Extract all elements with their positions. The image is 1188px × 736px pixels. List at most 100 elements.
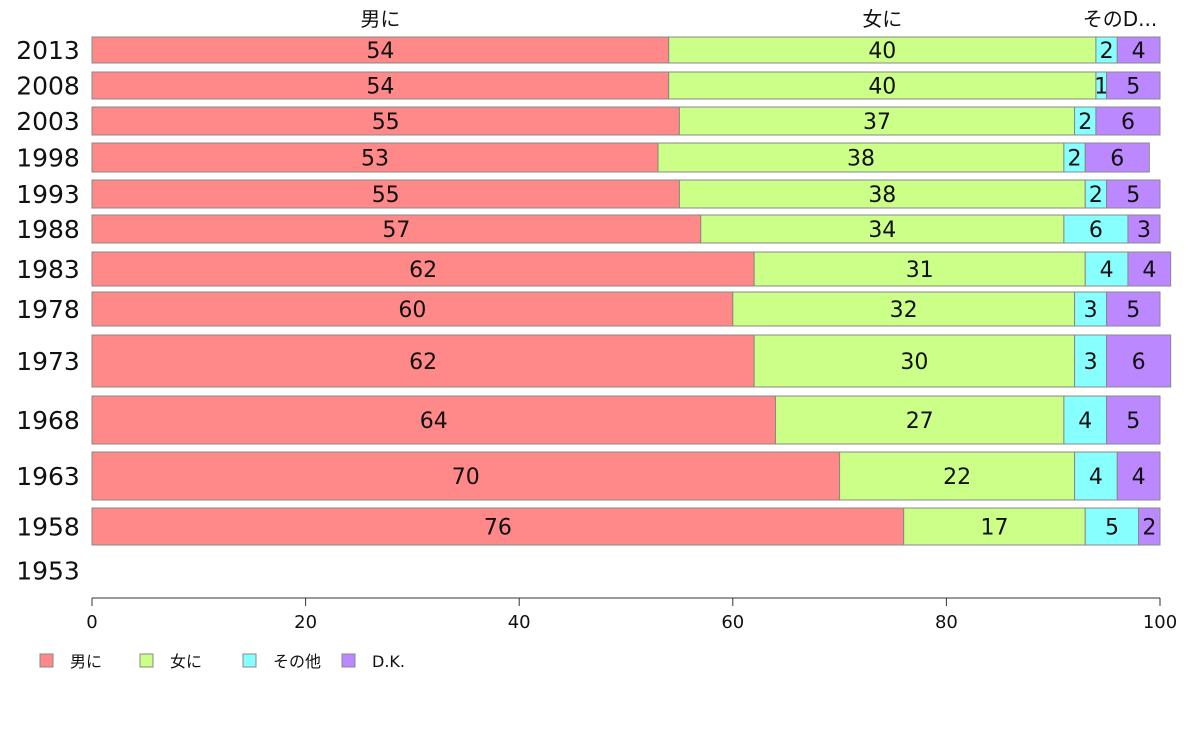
data-label: 70 [452, 465, 480, 490]
bar-segment [700, 214, 1065, 244]
data-label: 5 [1126, 298, 1140, 323]
year-label: 1988 [16, 215, 80, 244]
data-label: 31 [906, 258, 934, 283]
year-label: 1998 [16, 144, 80, 173]
data-label: 2 [1078, 110, 1092, 135]
bar-segment [1116, 36, 1161, 64]
data-label: 37 [863, 110, 891, 135]
top-series-label: そのD... [1083, 7, 1157, 31]
year-label: 1963 [16, 462, 80, 491]
data-label: 2 [1142, 516, 1156, 541]
year-label: 1958 [16, 513, 80, 542]
x-tick-label: 60 [721, 612, 744, 633]
year-label: 2013 [16, 36, 80, 65]
data-label: 57 [382, 218, 410, 243]
year-label: 1993 [16, 180, 80, 209]
bar-segment [91, 291, 734, 327]
data-label: 3 [1084, 298, 1098, 323]
bar-segment [1063, 214, 1129, 244]
bar-segment [678, 179, 1086, 209]
bar-segment [1106, 334, 1172, 388]
x-tick-label: 20 [294, 612, 317, 633]
legend-swatch [139, 653, 154, 668]
data-label: 2 [1100, 39, 1114, 64]
data-label: 2 [1089, 183, 1103, 208]
bar-segment [1106, 179, 1161, 209]
data-label: 6 [1089, 218, 1103, 243]
bar-segment [1074, 451, 1118, 501]
bar-segment [1074, 291, 1108, 327]
bar-segment [678, 106, 1076, 136]
data-label: 62 [409, 350, 437, 375]
bar-segment [1116, 451, 1161, 501]
year-label: 1968 [16, 406, 80, 435]
bar-segment [91, 142, 659, 173]
bar-segment [753, 334, 1076, 388]
top-series-label: 男に [360, 7, 400, 31]
bar-segment [91, 395, 777, 445]
legend-swatch [39, 653, 54, 668]
bar-segment [668, 36, 1097, 64]
data-label: 40 [868, 39, 896, 64]
data-label: 30 [900, 350, 928, 375]
bar-segment [1084, 251, 1129, 287]
bar-segment [91, 334, 755, 388]
data-label: 4 [1132, 39, 1146, 64]
bar-segment [91, 214, 702, 244]
data-label: 3 [1084, 350, 1098, 375]
data-label: 5 [1105, 516, 1119, 541]
data-label: 6 [1121, 110, 1135, 135]
bar-segment [91, 179, 680, 209]
data-label: 6 [1110, 147, 1124, 172]
data-label: 4 [1100, 258, 1114, 283]
year-label: 1973 [16, 347, 80, 376]
data-label: 54 [366, 39, 394, 64]
data-label: 38 [847, 147, 875, 172]
bar-segment [839, 451, 1076, 501]
data-label: 17 [980, 516, 1008, 541]
data-label: 4 [1089, 465, 1103, 490]
bar-segment [1084, 142, 1150, 173]
legend-swatch [242, 653, 257, 668]
x-tick-label: 100 [1143, 612, 1177, 633]
bar-segment [1074, 334, 1108, 388]
data-label: 62 [409, 258, 437, 283]
data-label: 4 [1078, 409, 1092, 434]
data-label: 32 [890, 298, 918, 323]
data-label: 27 [906, 409, 934, 434]
x-tick-label: 80 [935, 612, 958, 633]
data-label: 1 [1094, 75, 1108, 100]
data-label: 4 [1132, 465, 1146, 490]
year-label: 2008 [16, 72, 80, 101]
bar-segment [1084, 507, 1140, 546]
bar-segment [91, 71, 670, 100]
data-label: 76 [484, 516, 512, 541]
data-label: 5 [1126, 183, 1140, 208]
bar-segment [668, 71, 1097, 100]
bar-segment [1095, 106, 1161, 136]
data-label: 4 [1142, 258, 1156, 283]
bar-segment [91, 451, 841, 501]
top-series-label: 女に [862, 7, 902, 31]
bar-segment [1127, 214, 1161, 244]
bar-segment [775, 395, 1065, 445]
bar-segment [1063, 395, 1108, 445]
bar-segment [91, 251, 755, 287]
data-label: 64 [420, 409, 448, 434]
x-tick-label: 0 [86, 612, 97, 633]
year-label: 1953 [16, 557, 80, 586]
data-label: 55 [372, 110, 400, 135]
year-label: 2003 [16, 107, 80, 136]
data-label: 40 [868, 75, 896, 100]
legend-label: 女に [170, 652, 202, 671]
data-label: 5 [1126, 75, 1140, 100]
x-tick-label: 40 [508, 612, 531, 633]
bar-segment [753, 251, 1086, 287]
data-label: 53 [361, 147, 389, 172]
data-label: 38 [868, 183, 896, 208]
bar-segment [1106, 395, 1161, 445]
bar-segment [1138, 507, 1161, 546]
bar-segment [1106, 71, 1161, 100]
bar-segment [91, 36, 670, 64]
data-label: 5 [1126, 409, 1140, 434]
